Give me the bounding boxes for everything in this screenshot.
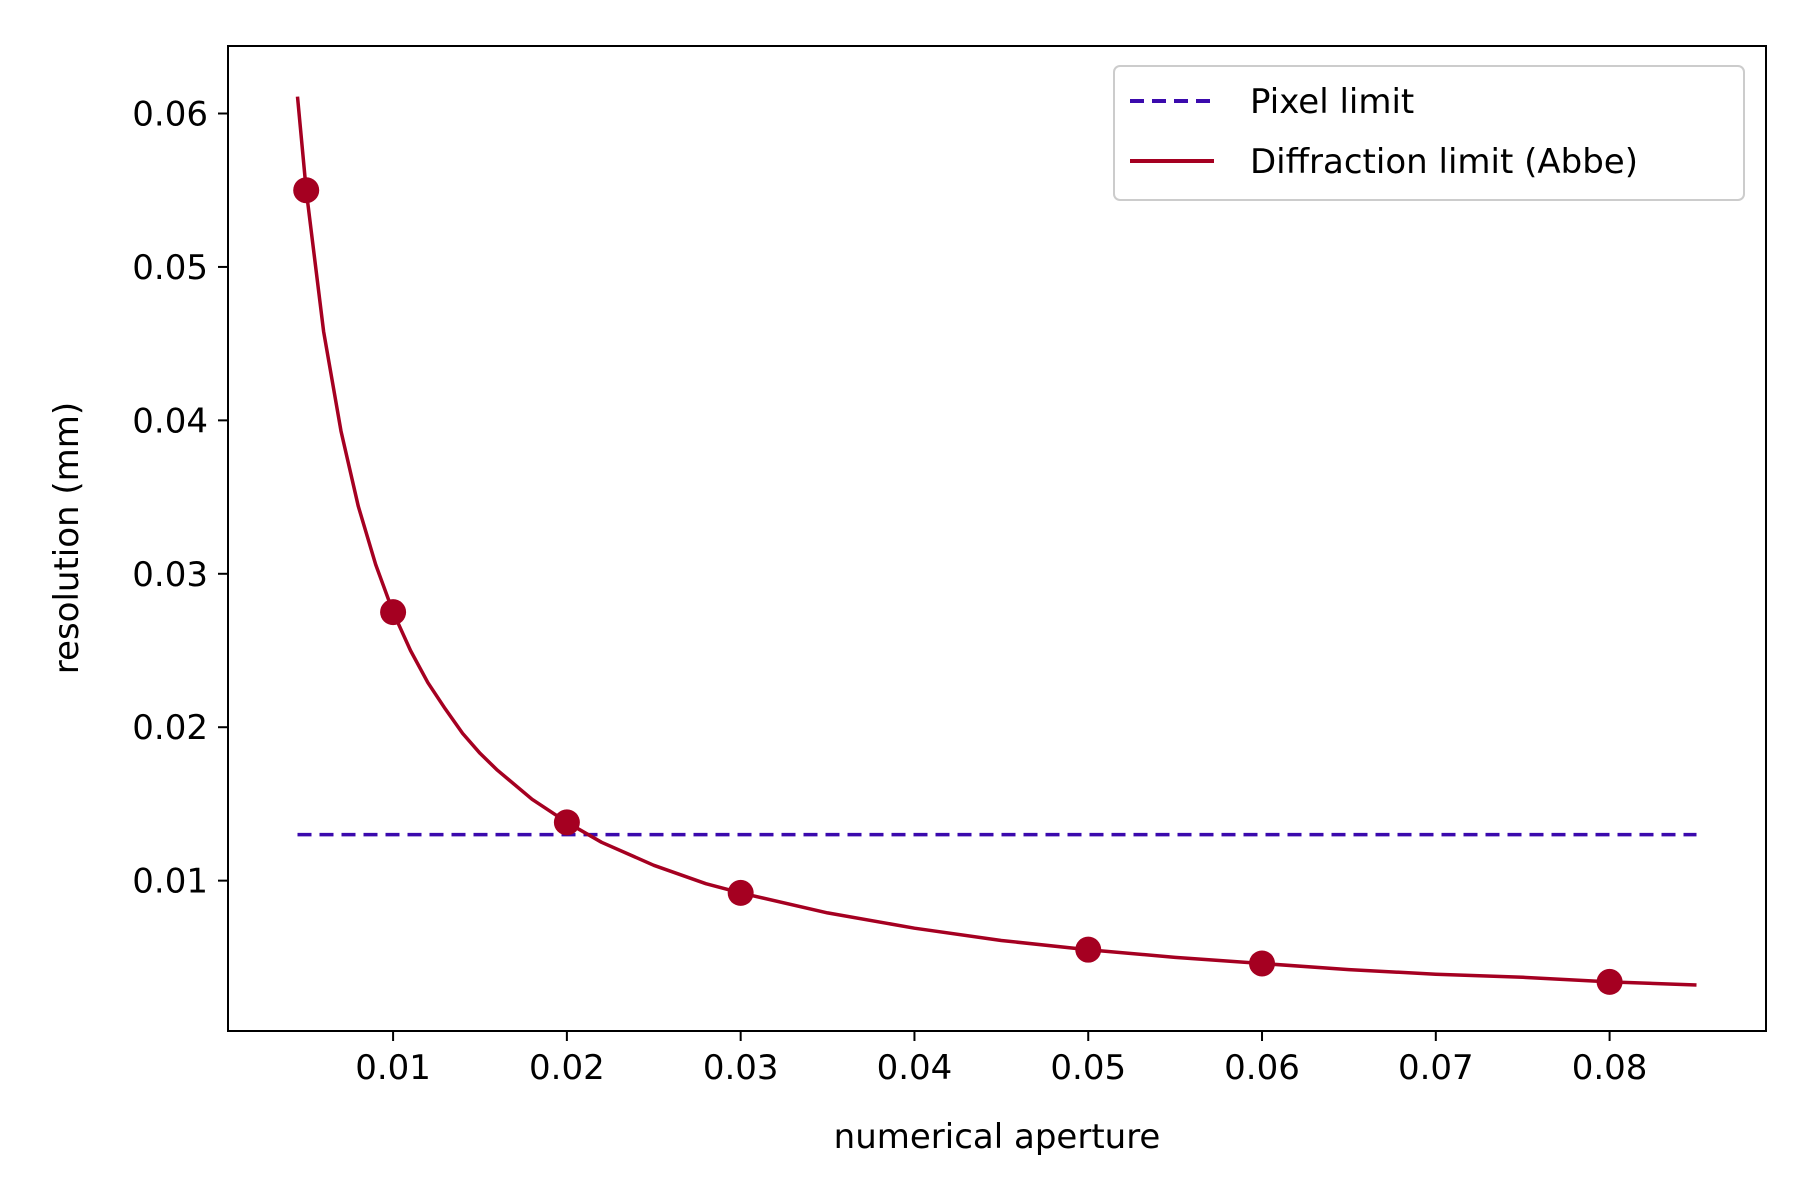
x-tick-label: 0.08 (1572, 1048, 1648, 1088)
y-axis-label: resolution (mm) (47, 402, 87, 674)
data-point (380, 599, 407, 626)
y-axis: 0.01 0.02 0.03 0.04 0.05 0.06 (132, 95, 228, 902)
y-tick-label: 0.02 (132, 708, 208, 748)
x-tick-label: 0.01 (355, 1048, 431, 1088)
x-tick-label: 0.04 (877, 1048, 953, 1088)
y-tick-label: 0.05 (132, 248, 208, 288)
series-line-diffraction-limit (295, 96, 1697, 987)
legend-label-pixel-limit: Pixel limit (1250, 82, 1414, 122)
data-point (1596, 968, 1623, 995)
x-tick-label: 0.07 (1398, 1048, 1474, 1088)
x-tick-label: 0.05 (1050, 1048, 1126, 1088)
x-tick-label: 0.02 (529, 1048, 605, 1088)
y-tick-label: 0.01 (132, 862, 208, 902)
y-tick-label: 0.03 (132, 555, 208, 595)
legend-box (1113, 65, 1745, 201)
data-points (293, 177, 1623, 995)
data-point (1075, 936, 1102, 963)
x-axis: 0.01 0.02 0.03 0.04 0.05 0.06 0.07 0.08 (355, 1031, 1647, 1088)
y-tick-label: 0.06 (132, 95, 208, 135)
legend: Pixel limit Diffraction limit (Abbe) (1113, 65, 1745, 201)
x-axis-label: numerical aperture (834, 1117, 1161, 1157)
series-lines (295, 96, 1697, 987)
legend-label-diffraction-limit: Diffraction limit (Abbe) (1250, 142, 1638, 182)
x-tick-label: 0.06 (1224, 1048, 1300, 1088)
plot-area (227, 45, 1767, 1032)
x-tick-label: 0.03 (703, 1048, 779, 1088)
data-point (553, 809, 580, 836)
plot-frame (227, 45, 1767, 1032)
data-point (1249, 950, 1276, 977)
data-point (293, 177, 320, 204)
data-point (727, 879, 754, 906)
y-tick-label: 0.04 (132, 401, 208, 441)
plot-background (228, 46, 1766, 1031)
